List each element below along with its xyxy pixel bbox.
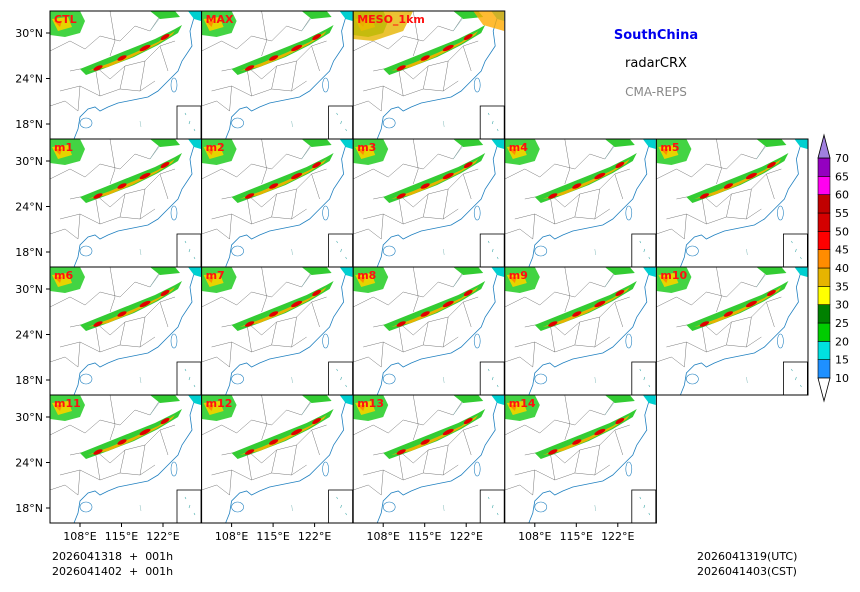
- y-tick-label: 18°N: [15, 246, 43, 259]
- panel-m2: m2: [201, 138, 354, 268]
- colorbar-segment: [817, 231, 831, 250]
- y-tick-label: 18°N: [15, 374, 43, 387]
- x-tick-label: 108°E: [215, 530, 248, 543]
- panel-meso_1km: MESO_1km: [352, 10, 506, 140]
- panel-label: m12: [206, 397, 233, 410]
- y-tick-label: 24°N: [15, 201, 43, 214]
- x-tick-label: 108°E: [366, 530, 399, 543]
- x-tick-label: 115°E: [256, 530, 289, 543]
- colorbar-tick-label: 40: [835, 262, 849, 275]
- x-tick-label: 122°E: [601, 530, 634, 543]
- panel-label: m8: [357, 269, 376, 282]
- panel-m1: m1: [49, 138, 203, 268]
- panel-m11: m11: [49, 394, 203, 524]
- x-tick-label: 122°E: [146, 530, 179, 543]
- panel-label: m14: [509, 397, 536, 410]
- colorbar-segment: [817, 322, 831, 342]
- panel-m14: m14: [504, 394, 657, 524]
- y-tick-label: 18°N: [15, 502, 43, 515]
- x-tick-label: 108°E: [518, 530, 551, 543]
- y-tick-label: 18°N: [15, 118, 43, 131]
- x-tick-label: 122°E: [298, 530, 331, 543]
- colorbar-segment: [817, 304, 831, 324]
- x-tick-label: 115°E: [105, 530, 138, 543]
- colorbar-segment: [817, 212, 831, 232]
- panel-label: MAX: [206, 13, 234, 26]
- panel-frame: [504, 394, 657, 524]
- colorbar-segment: [817, 267, 831, 287]
- panel-label: m2: [206, 141, 225, 154]
- panel-m4: m4: [504, 138, 657, 268]
- panel-label: m7: [206, 269, 225, 282]
- panel-frame: [655, 266, 809, 396]
- x-tick-label: 115°E: [408, 530, 441, 543]
- panel-label: m11: [54, 397, 81, 410]
- y-tick-label: 24°N: [15, 457, 43, 470]
- colorbar-tick-label: 65: [835, 170, 849, 183]
- colorbar-tick-label: 15: [835, 354, 849, 367]
- colorbar-tick-label: 45: [835, 244, 849, 257]
- reflectivity-extra: [473, 11, 505, 31]
- colorbar-segment: [817, 176, 831, 195]
- colorbar-tick-label: 50: [835, 225, 849, 238]
- panel-m9: m9: [504, 266, 657, 396]
- panel-m3: m3: [352, 138, 506, 268]
- colorbar-segment: [817, 341, 831, 360]
- panel-label: m4: [509, 141, 528, 154]
- colorbar-over-triangle: [817, 133, 831, 159]
- footer-right-line1: 2026041319(UTC): [697, 550, 797, 563]
- x-tick-label: 108°E: [63, 530, 96, 543]
- panel-label: m13: [357, 397, 384, 410]
- panel-label: m1: [54, 141, 73, 154]
- x-tick-label: 122°E: [449, 530, 482, 543]
- panel-label: CTL: [54, 13, 77, 26]
- panel-label: m9: [509, 269, 528, 282]
- footer-left-line2: 2026041402 + 001h: [52, 565, 173, 578]
- panel-m5: m5: [655, 138, 809, 268]
- panel-label: m5: [660, 141, 679, 154]
- panel-m12: m12: [201, 394, 354, 524]
- colorbar-tick-label: 30: [835, 299, 849, 312]
- panel-m8: m8: [352, 266, 506, 396]
- y-tick-label: 30°N: [15, 411, 43, 424]
- colorbar-tick-label: 70: [835, 152, 849, 165]
- title: SouthChina: [614, 28, 698, 43]
- reflectivity-extra: [353, 11, 414, 41]
- subtitle: radarCRX: [625, 56, 687, 71]
- y-tick-label: 30°N: [15, 155, 43, 168]
- colorbar-segment: [817, 359, 831, 379]
- colorbar-tick-label: 20: [835, 335, 849, 348]
- colorbar-segment: [817, 286, 831, 305]
- panel-m7: m7: [201, 266, 354, 396]
- panel-label: m10: [660, 269, 687, 282]
- panel-m6: m6: [49, 266, 203, 396]
- colorbar-tick-label: 60: [835, 189, 849, 202]
- colorbar-tick-label: 10: [835, 372, 849, 385]
- panel-max: MAX: [201, 10, 354, 140]
- colorbar-tick-label: 35: [835, 280, 849, 293]
- y-tick-label: 30°N: [15, 27, 43, 40]
- footer-left-line1: 2026041318 + 001h: [52, 550, 173, 563]
- colorbar-segment: [817, 157, 831, 177]
- panel-m13: m13: [352, 394, 506, 524]
- colorbar-tick-label: 55: [835, 207, 849, 220]
- colorbar-under-triangle: [817, 377, 831, 403]
- source-label: CMA-REPS: [625, 85, 687, 99]
- panel-ctl: CTL: [49, 10, 203, 140]
- y-tick-label: 24°N: [15, 73, 43, 86]
- colorbar-segment: [817, 194, 831, 214]
- x-tick-label: 115°E: [560, 530, 593, 543]
- panel-label: m6: [54, 269, 73, 282]
- colorbar-tick-label: 25: [835, 317, 849, 330]
- colorbar: 10 15 20 25 30 35 40 45 50 55 60 65 70: [817, 133, 849, 403]
- y-tick-label: 24°N: [15, 329, 43, 342]
- y-tick-label: 30°N: [15, 283, 43, 296]
- colorbar-segment: [817, 249, 831, 269]
- panel-m10: m10: [655, 266, 809, 396]
- footer-right-line2: 2026041403(CST): [697, 565, 797, 578]
- panel-label: m3: [357, 141, 376, 154]
- panel-label: MESO_1km: [357, 13, 425, 26]
